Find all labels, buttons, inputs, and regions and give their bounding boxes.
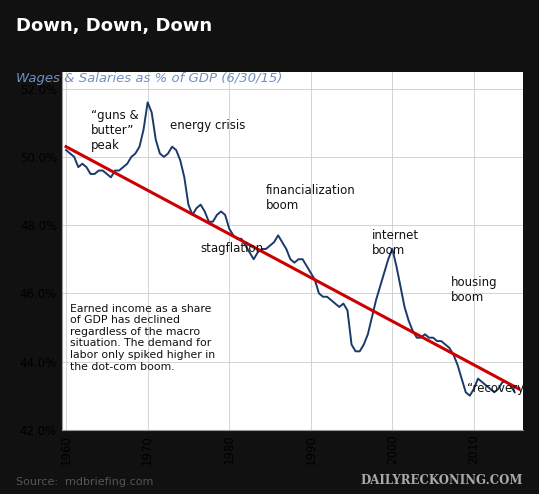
Text: stagflation: stagflation — [201, 242, 264, 255]
Text: Down, Down, Down: Down, Down, Down — [16, 17, 212, 35]
Text: internet
boom: internet boom — [372, 229, 419, 256]
Text: “recovery”: “recovery” — [467, 382, 531, 395]
Text: DAILYRECKONING.COM: DAILYRECKONING.COM — [361, 474, 523, 487]
Text: Earned income as a share
of GDP has declined
regardless of the macro
situation. : Earned income as a share of GDP has decl… — [70, 304, 215, 371]
Text: “guns &
butter”
peak: “guns & butter” peak — [91, 109, 138, 152]
Text: energy crisis: energy crisis — [170, 120, 246, 132]
Text: Source:  mdbriefing.com: Source: mdbriefing.com — [16, 477, 154, 487]
Text: housing
boom: housing boom — [451, 276, 497, 304]
Text: financialization
boom: financialization boom — [266, 184, 356, 212]
Text: Wages & Salaries as % of GDP (6/30/15): Wages & Salaries as % of GDP (6/30/15) — [16, 72, 282, 84]
